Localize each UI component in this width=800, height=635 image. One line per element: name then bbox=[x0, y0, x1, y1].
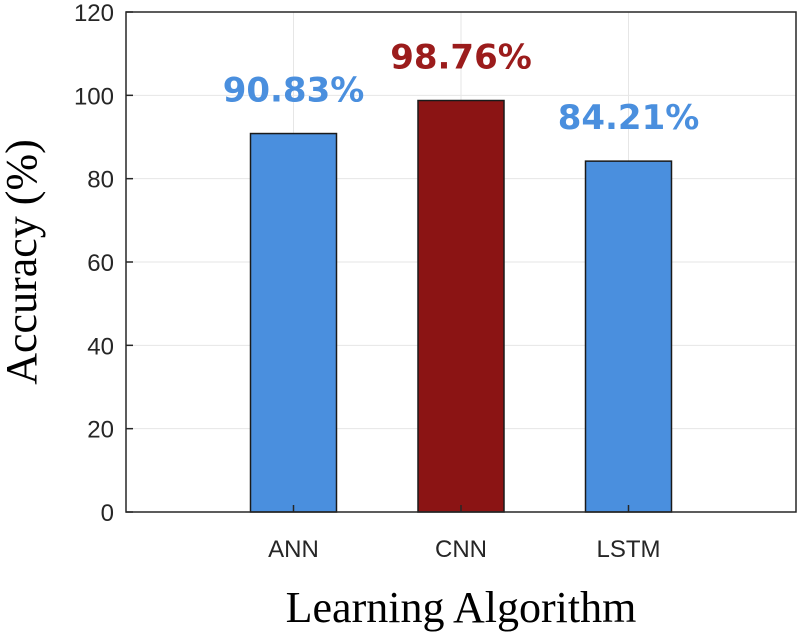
y-axis-title: Accuracy (%) bbox=[0, 139, 46, 385]
y-tick-label: 80 bbox=[87, 167, 114, 194]
data-labels: 90.83% 98.76% 84.21% bbox=[223, 38, 700, 139]
y-tick-label: 120 bbox=[74, 0, 114, 27]
data-label-ann: 90.83% bbox=[223, 71, 365, 111]
y-axis-ticks: 0 20 40 60 80 100 120 bbox=[74, 0, 133, 527]
y-tick-label: 100 bbox=[74, 83, 114, 110]
bars bbox=[249, 99, 673, 513]
y-tick-label: 40 bbox=[87, 333, 114, 360]
x-tick-label-lstm: LSTM bbox=[596, 536, 660, 563]
x-tick-label-cnn: CNN bbox=[435, 536, 487, 563]
y-tick-label: 0 bbox=[101, 500, 114, 527]
x-axis-title: Learning Algorithm bbox=[286, 583, 637, 632]
y-tick-label: 60 bbox=[87, 250, 114, 277]
y-tick-label: 20 bbox=[87, 417, 114, 444]
data-label-cnn: 98.76% bbox=[390, 38, 532, 78]
x-tick-label-ann: ANN bbox=[268, 536, 319, 563]
bar-cnn bbox=[417, 99, 505, 513]
bar-lstm bbox=[584, 160, 673, 513]
bar-ann bbox=[249, 132, 338, 513]
data-label-lstm: 84.21% bbox=[558, 98, 700, 138]
x-axis-ticks: ANN CNN LSTM bbox=[268, 505, 661, 563]
